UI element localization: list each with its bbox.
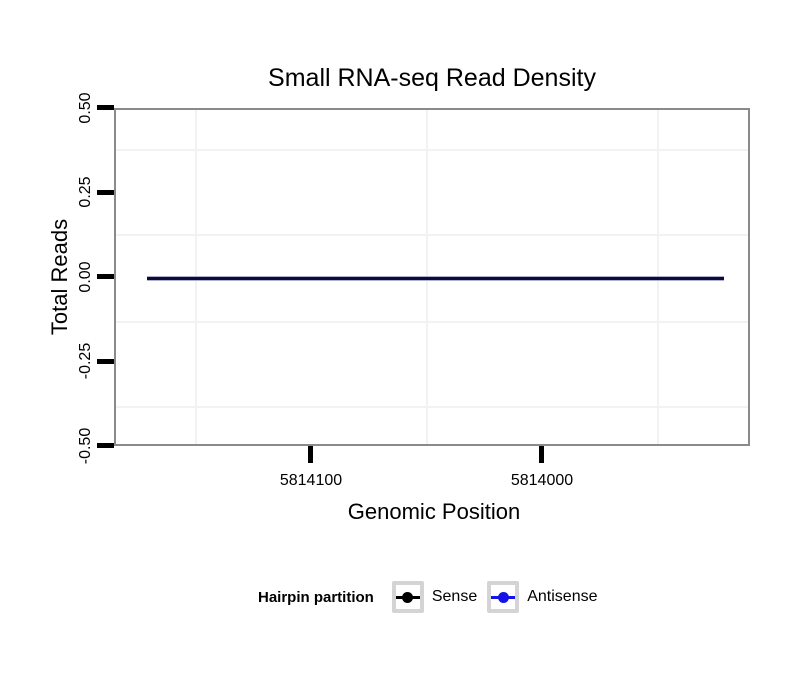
minor-gridline-horizontal bbox=[116, 321, 748, 323]
antisense-legend-key bbox=[487, 581, 520, 613]
y-tick-label: -0.25 bbox=[77, 342, 94, 380]
y-axis-tick bbox=[97, 190, 114, 195]
read-density-line bbox=[147, 276, 724, 281]
y-tick-label: 0.25 bbox=[77, 176, 94, 208]
antisense-point-icon bbox=[497, 591, 509, 603]
minor-gridline-horizontal bbox=[116, 149, 748, 151]
y-tick-label: -0.50 bbox=[77, 427, 94, 465]
x-tick-label: 5814100 bbox=[279, 472, 343, 489]
x-axis-title: Genomic Position bbox=[347, 499, 521, 524]
minor-gridline-horizontal bbox=[116, 234, 748, 236]
y-axis-tick bbox=[97, 359, 114, 364]
minor-gridline-horizontal bbox=[116, 406, 748, 408]
y-tick-label: 0.00 bbox=[77, 261, 94, 293]
x-axis-tick bbox=[539, 446, 544, 463]
legend: Hairpin partition Sense Antisense bbox=[258, 581, 607, 613]
y-tick-label: 0.50 bbox=[77, 92, 94, 124]
antisense-legend-label: Antisense bbox=[527, 588, 598, 605]
sense-legend-label: Sense bbox=[431, 588, 478, 605]
sense-legend-key bbox=[391, 581, 424, 613]
x-axis-tick bbox=[308, 446, 313, 463]
sense-point-icon bbox=[402, 591, 414, 603]
y-axis-tick bbox=[97, 443, 114, 448]
plot-panel bbox=[114, 108, 750, 446]
y-axis-title: Total Reads bbox=[47, 218, 72, 336]
y-axis-tick bbox=[97, 105, 114, 110]
plot-title: Small RNA-seq Read Density bbox=[268, 64, 596, 92]
legend-title: Hairpin partition bbox=[258, 588, 374, 606]
y-axis-tick bbox=[97, 274, 114, 279]
x-tick-label: 5814000 bbox=[510, 472, 574, 489]
